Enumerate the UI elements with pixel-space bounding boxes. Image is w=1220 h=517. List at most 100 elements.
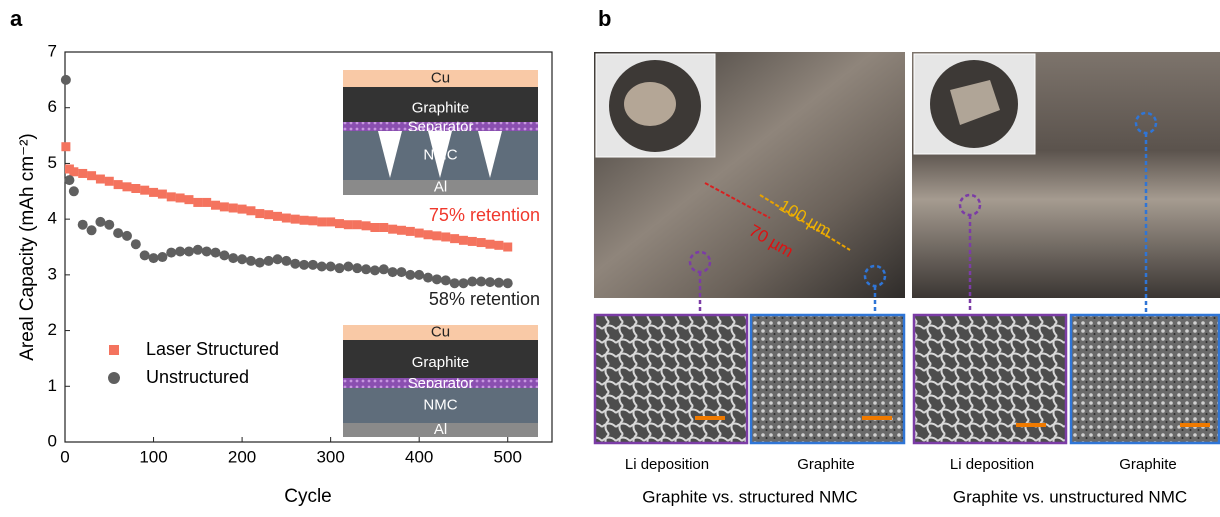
point <box>477 238 486 247</box>
point <box>441 232 450 241</box>
y-tick-label: 4 <box>48 209 57 228</box>
point <box>494 278 504 288</box>
panel-title: Graphite vs. unstructured NMC <box>953 487 1187 506</box>
legend-label: Unstructured <box>146 367 249 387</box>
point <box>273 212 282 221</box>
point <box>78 169 87 178</box>
y-tick-label: 6 <box>48 97 57 116</box>
photo-inset <box>624 82 676 126</box>
point <box>450 234 459 243</box>
point <box>122 231 132 241</box>
point <box>184 246 194 256</box>
point <box>264 210 273 219</box>
point <box>406 227 415 236</box>
point <box>95 217 105 227</box>
point <box>238 205 247 214</box>
point <box>299 260 309 270</box>
point <box>228 253 238 263</box>
point <box>486 240 495 249</box>
annotation: 58% retention <box>429 289 540 309</box>
point <box>158 190 167 199</box>
y-tick-label: 0 <box>48 431 57 450</box>
point <box>414 270 424 280</box>
point <box>167 192 176 201</box>
layer-label: Cu <box>431 323 450 340</box>
layer-label: NMC <box>423 146 457 163</box>
point <box>255 209 264 218</box>
x-tick-label: 0 <box>60 447 69 466</box>
point <box>255 258 265 268</box>
legend-marker <box>108 372 120 384</box>
point <box>140 186 149 195</box>
point <box>281 256 291 266</box>
point <box>291 215 300 224</box>
caption: Li deposition <box>625 456 709 473</box>
point <box>415 229 424 238</box>
point <box>149 188 158 197</box>
layer-label: NMC <box>423 396 457 413</box>
point <box>396 267 406 277</box>
point <box>114 180 123 189</box>
point <box>175 246 185 256</box>
x-tick-label: 300 <box>316 447 344 466</box>
point <box>432 231 441 240</box>
point <box>370 265 380 275</box>
point <box>503 278 513 288</box>
y-tick-label: 1 <box>48 376 57 395</box>
point <box>494 241 503 250</box>
point <box>458 278 468 288</box>
point <box>300 216 309 225</box>
point <box>352 263 362 273</box>
point <box>105 177 114 186</box>
point <box>131 239 141 249</box>
point <box>237 254 247 264</box>
point <box>467 277 477 287</box>
point <box>334 263 344 273</box>
caption: Graphite <box>1119 456 1177 473</box>
point <box>184 195 193 204</box>
point <box>246 206 255 215</box>
x-tick-label: 100 <box>139 447 167 466</box>
point <box>423 273 433 283</box>
y-tick-label: 3 <box>48 264 57 283</box>
layer-label: Al <box>434 421 447 438</box>
point <box>61 75 71 85</box>
point <box>432 274 442 284</box>
point <box>149 253 159 263</box>
point <box>485 277 495 287</box>
point <box>308 260 318 270</box>
y-tick-label: 7 <box>48 41 57 60</box>
point <box>308 216 317 225</box>
point <box>273 254 283 264</box>
point <box>388 225 397 234</box>
sem-images <box>595 315 1219 443</box>
layer-label: Graphite <box>412 99 470 116</box>
point <box>459 236 468 245</box>
point <box>353 220 362 229</box>
point <box>140 250 150 260</box>
point <box>104 220 114 230</box>
point <box>166 248 176 258</box>
panel-title: Graphite vs. structured NMC <box>642 487 857 506</box>
point <box>69 167 78 176</box>
point <box>122 182 131 191</box>
point <box>157 252 167 262</box>
point <box>282 214 291 223</box>
point <box>264 256 274 266</box>
figure: a b Cycle Areal Capacity (mAh cm⁻²) 75% … <box>0 0 1220 512</box>
point <box>343 262 353 272</box>
point <box>450 278 460 288</box>
point <box>468 237 477 246</box>
point <box>290 259 300 269</box>
point <box>78 220 88 230</box>
y-tick-label: 5 <box>48 153 57 172</box>
point <box>370 223 379 232</box>
point <box>317 262 327 272</box>
annotation: 75% retention <box>429 205 540 225</box>
point <box>246 256 256 266</box>
point <box>96 175 105 184</box>
caption: Li deposition <box>950 456 1034 473</box>
point <box>379 264 389 274</box>
point <box>441 275 451 285</box>
y-axis-label: Areal Capacity (mAh cm⁻²) <box>17 133 38 361</box>
